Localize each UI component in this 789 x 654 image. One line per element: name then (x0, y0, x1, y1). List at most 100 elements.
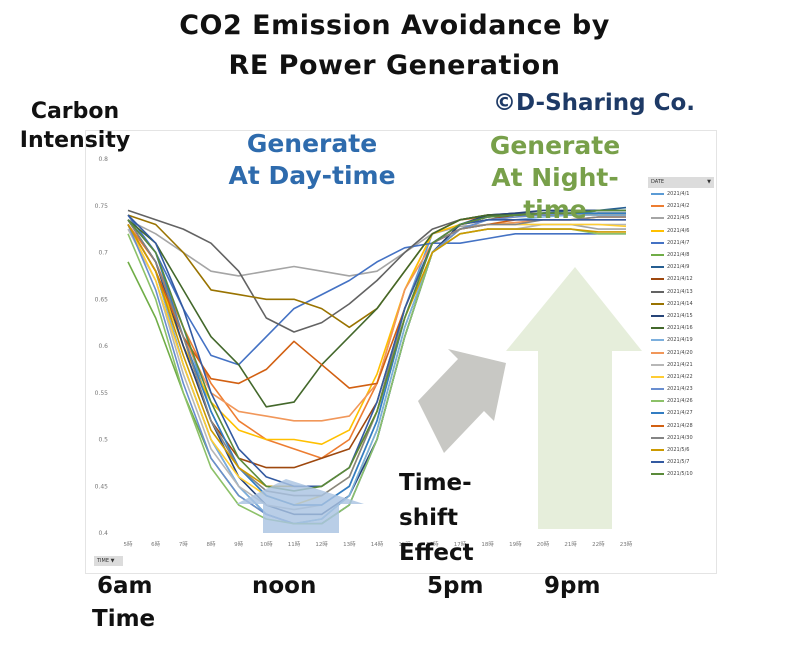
legend-filter-date[interactable]: DATE ▼ (648, 177, 714, 188)
x-tick-label: 16時 (426, 540, 439, 548)
legend-item[interactable]: 2021/4/5 (648, 212, 714, 224)
legend-item[interactable]: 2021/4/20 (648, 346, 714, 358)
legend-swatch (651, 205, 664, 208)
night-annotation-line-2: At Night-time (491, 163, 619, 224)
x-tick-label: 17時 (454, 540, 467, 548)
y-tick-label: 0.7 (98, 250, 108, 257)
legend-label: 2021/4/14 (667, 300, 693, 307)
dropdown-icon: ▼ (707, 179, 711, 185)
x-tick-label: 14時 (371, 540, 384, 548)
legend-swatch (651, 266, 664, 269)
legend-item[interactable]: 2021/4/27 (648, 407, 714, 419)
y-tick-label: 0.55 (95, 390, 109, 397)
legend-label: 2021/4/30 (667, 434, 693, 441)
legend-item[interactable]: 2021/4/15 (648, 310, 714, 322)
y-tick-label: 0.4 (98, 530, 108, 537)
x-label-9pm: 9pm (544, 573, 601, 599)
legend-item[interactable]: 2021/4/12 (648, 273, 714, 285)
legend-item[interactable]: 2021/4/21 (648, 359, 714, 371)
legend-label: 2021/4/28 (667, 422, 693, 429)
legend-item[interactable]: 2021/5/10 (648, 468, 714, 480)
x-tick-label: 21時 (564, 540, 577, 548)
legend-swatch (651, 217, 664, 220)
x-label-6am: 6am (97, 573, 153, 599)
legend-item[interactable]: 2021/4/16 (648, 322, 714, 334)
x-tick-label: 5時 (124, 540, 133, 548)
legend-item[interactable]: 2021/4/1 (648, 188, 714, 200)
copyright-text: ©D-Sharing Co. (493, 90, 696, 116)
x-tick-label: 22時 (592, 540, 605, 548)
legend-item[interactable]: 2021/4/30 (648, 432, 714, 444)
legend-swatch (651, 473, 664, 476)
legend-item[interactable]: 2021/4/2 (648, 200, 714, 212)
legend-item[interactable]: 2021/5/6 (648, 444, 714, 456)
legend-label: 2021/4/16 (667, 325, 693, 332)
x-tick-label: 20時 (537, 540, 550, 548)
x-tick-label: 6時 (151, 540, 160, 548)
title-line-2: RE Power Generation (228, 50, 561, 81)
x-tick-label: 8時 (207, 540, 216, 548)
legend-item[interactable]: 2021/4/7 (648, 237, 714, 249)
legend-item[interactable]: 2021/4/14 (648, 298, 714, 310)
night-annotation-line-1: Generate (489, 131, 621, 160)
legend-swatch (651, 193, 664, 196)
x-tick-label: 18時 (481, 540, 494, 548)
legend-swatch (651, 436, 664, 439)
dropdown-icon: ▼ (110, 558, 115, 564)
y-axis-label: Carbon Intensity (16, 97, 134, 155)
x-axis-title: Time (92, 606, 156, 632)
legend-item[interactable]: 2021/4/28 (648, 420, 714, 432)
x-label-noon: noon (252, 573, 317, 599)
legend-item[interactable]: 2021/4/13 (648, 286, 714, 298)
series-line-2021-4-5 (127, 219, 626, 277)
time-filter-button[interactable]: TIME ▼ (94, 556, 123, 566)
legend-item[interactable]: 2021/4/6 (648, 225, 714, 237)
series-line-2021-5-10 (127, 209, 626, 492)
y-tick-label: 0.5 (98, 437, 108, 444)
legend-item[interactable]: 2021/4/9 (648, 261, 714, 273)
legend-item[interactable]: 2021/4/19 (648, 334, 714, 346)
legend-swatch (651, 302, 664, 305)
legend-title: DATE (651, 179, 665, 185)
legend-label: 2021/4/15 (667, 312, 693, 319)
legend-label: 2021/4/12 (667, 276, 693, 283)
x-tick-label: 12時 (315, 540, 328, 548)
legend-swatch (651, 351, 664, 354)
time-shift-annotation: Time- shift Effect (399, 466, 474, 571)
legend-item[interactable]: 2021/4/23 (648, 383, 714, 395)
x-tick-label: 23時 (620, 540, 633, 548)
legend-label: 2021/4/19 (667, 337, 693, 344)
legend-label: 2021/5/7 (667, 459, 690, 466)
x-label-5pm: 5pm (427, 573, 484, 599)
y-tick-label: 0.65 (95, 296, 109, 303)
title-line-1: CO2 Emission Avoidance by (179, 10, 610, 41)
legend-label: 2021/4/27 (667, 410, 693, 417)
y-axis-label-line-1: Carbon (30, 99, 120, 124)
x-tick-label: 11時 (288, 540, 301, 548)
legend-item[interactable]: 2021/4/26 (648, 395, 714, 407)
y-tick-label: 0.6 (98, 343, 108, 350)
legend-label: 2021/4/20 (667, 349, 693, 356)
legend-swatch (651, 241, 664, 244)
x-tick-label: 15時 (398, 540, 411, 548)
legend-label: 2021/4/21 (667, 361, 693, 368)
legend-swatch (651, 314, 664, 317)
legend-item[interactable]: 2021/4/8 (648, 249, 714, 261)
legend-item[interactable]: 2021/4/22 (648, 371, 714, 383)
legend-swatch (651, 412, 664, 415)
night-generation-arrow (506, 267, 642, 529)
legend-label: 2021/5/6 (667, 447, 690, 454)
legend-swatch (651, 461, 664, 464)
series-line-2021-5-7 (127, 214, 626, 488)
y-tick-label: 0.45 (95, 483, 109, 490)
legend-swatch (651, 388, 664, 391)
legend-swatch (651, 400, 664, 403)
legend-item[interactable]: 2021/5/7 (648, 456, 714, 468)
legend: DATE ▼ 2021/4/1 2021/4/2 2021/4/5 2021/4/6 2… (648, 177, 714, 481)
legend-swatch (651, 229, 664, 232)
series-line-2021-4-7 (127, 214, 626, 366)
x-tick-label: 10時 (260, 540, 273, 548)
legend-swatch (651, 339, 664, 342)
legend-label: 2021/5/10 (667, 471, 693, 478)
legend-label: 2021/4/13 (667, 288, 693, 295)
